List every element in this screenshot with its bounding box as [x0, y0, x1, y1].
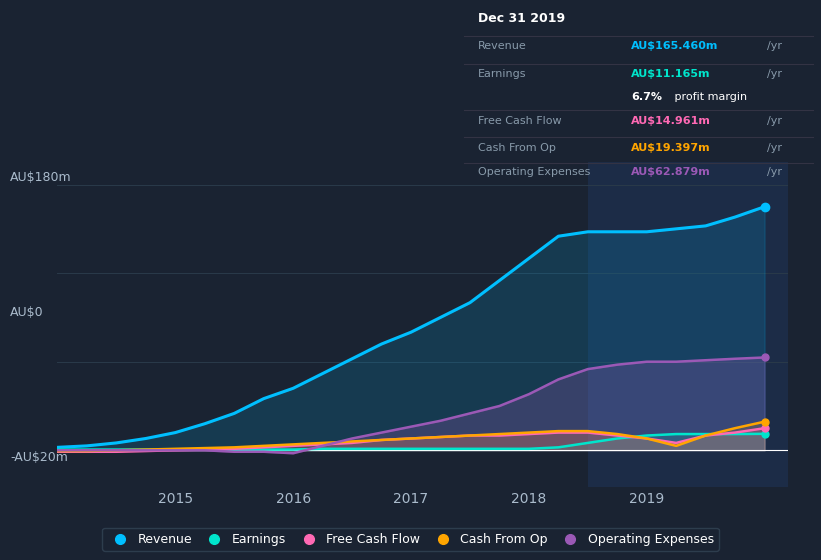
Text: /yr: /yr: [768, 41, 782, 51]
Text: Dec 31 2019: Dec 31 2019: [478, 12, 565, 25]
Text: Operating Expenses: Operating Expenses: [478, 167, 590, 178]
Text: /yr: /yr: [768, 116, 782, 127]
Text: Free Cash Flow: Free Cash Flow: [478, 116, 562, 127]
Text: AU$165.460m: AU$165.460m: [631, 41, 718, 51]
Text: AU$19.397m: AU$19.397m: [631, 143, 711, 153]
Text: AU$11.165m: AU$11.165m: [631, 69, 711, 79]
Text: 6.7%: 6.7%: [631, 92, 663, 102]
Text: /yr: /yr: [768, 69, 782, 79]
Text: Earnings: Earnings: [478, 69, 526, 79]
Text: AU$0: AU$0: [10, 306, 44, 319]
Bar: [588, 162, 788, 487]
Text: AU$62.879m: AU$62.879m: [631, 167, 711, 178]
Text: profit margin: profit margin: [672, 92, 748, 102]
Text: Cash From Op: Cash From Op: [478, 143, 556, 153]
Text: /yr: /yr: [768, 167, 782, 178]
Text: AU$14.961m: AU$14.961m: [631, 116, 711, 127]
Legend: Revenue, Earnings, Free Cash Flow, Cash From Op, Operating Expenses: Revenue, Earnings, Free Cash Flow, Cash …: [103, 528, 718, 551]
Text: /yr: /yr: [768, 143, 782, 153]
Text: AU$180m: AU$180m: [10, 171, 71, 184]
Text: Revenue: Revenue: [478, 41, 526, 51]
Text: -AU$20m: -AU$20m: [10, 451, 68, 464]
